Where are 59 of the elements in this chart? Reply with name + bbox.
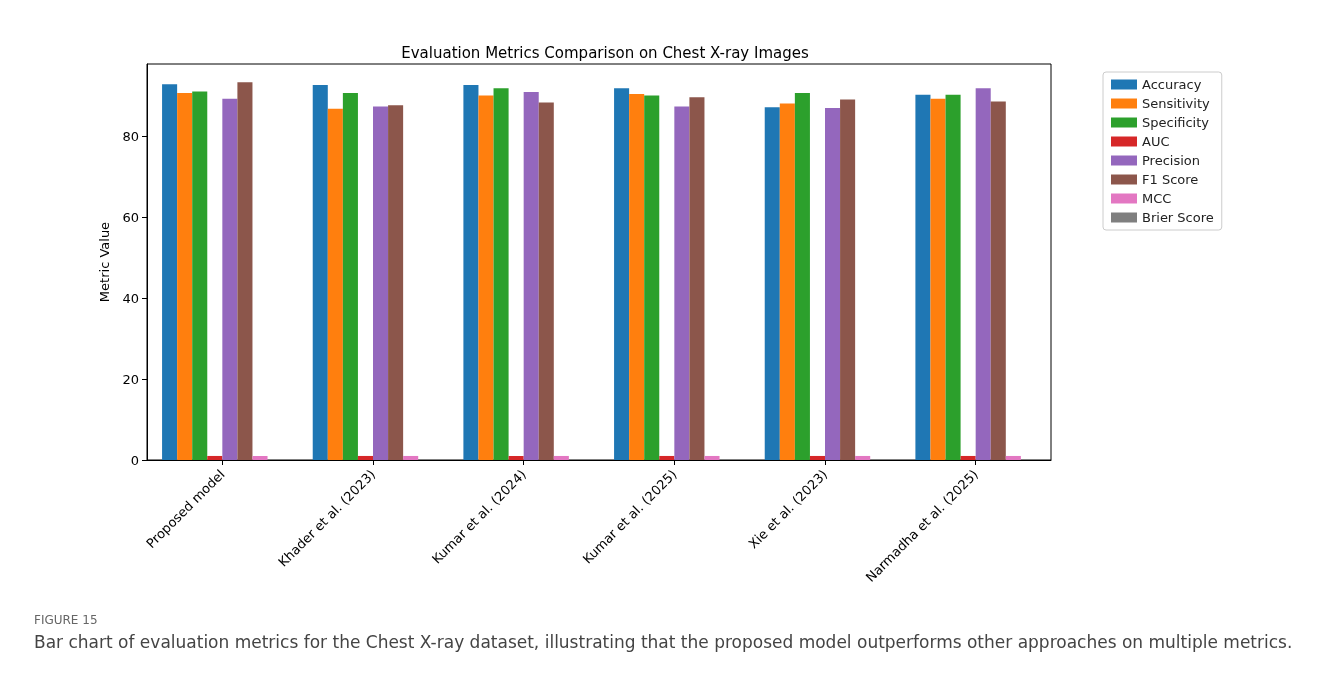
bar [327, 108, 343, 460]
bar [689, 97, 705, 460]
bar [192, 91, 208, 460]
y-tick-label: 0 [130, 452, 139, 468]
y-axis-title: Metric Value [97, 221, 112, 303]
y-tick-label: 40 [122, 290, 139, 306]
bar [794, 93, 810, 460]
bar [553, 455, 569, 460]
bar [659, 455, 675, 460]
legend-label: AUC [1142, 134, 1170, 149]
legend-label: MCC [1142, 191, 1172, 206]
bar [463, 85, 479, 460]
bar [840, 99, 856, 460]
bar [704, 455, 720, 460]
bar [523, 91, 539, 460]
bar [614, 88, 630, 460]
y-tick-label: 80 [122, 129, 139, 145]
legend-label: F1 Score [1142, 172, 1199, 187]
bar [373, 106, 389, 460]
bar [674, 106, 690, 460]
bar [207, 455, 223, 460]
bar [177, 93, 193, 460]
bar [508, 455, 524, 460]
y-tick-label: 60 [122, 210, 139, 226]
bar [252, 455, 268, 460]
bar [930, 98, 946, 460]
legend-label: Specificity [1142, 115, 1210, 130]
bar [945, 94, 961, 460]
bar [975, 88, 991, 460]
bar [825, 108, 841, 460]
bar [915, 94, 931, 460]
y-tick-label: 20 [122, 371, 139, 387]
legend-label: Accuracy [1142, 77, 1202, 92]
bar [388, 105, 404, 460]
bar [538, 102, 554, 460]
text: Bar chart of evaluation metrics for the Chest X-ray dataset, illustrating that the proposed model outperforms other approaches on multiple metrics. [34, 631, 1293, 652]
bar [629, 93, 645, 460]
legend-label: Brier Score [1142, 210, 1214, 225]
bar [809, 455, 825, 460]
bar [1005, 455, 1021, 460]
caption: FIGURE 15 [34, 613, 98, 627]
legend-label: Precision [1142, 153, 1201, 168]
bar [855, 455, 871, 460]
bar [493, 88, 509, 460]
bar [779, 103, 795, 460]
bar [403, 455, 419, 460]
bar [764, 107, 780, 460]
bar [162, 84, 178, 460]
bar [342, 93, 358, 460]
bar [960, 455, 976, 460]
bar [222, 98, 238, 460]
bar [990, 101, 1006, 460]
bar [357, 455, 373, 460]
bar [478, 95, 494, 460]
bar [312, 85, 328, 460]
bar [237, 82, 253, 460]
chart-title: Evaluation Metrics Comparison on Chest X-ray Images [401, 43, 809, 62]
bar [644, 95, 660, 460]
legend-label: Sensitivity [1142, 96, 1210, 111]
